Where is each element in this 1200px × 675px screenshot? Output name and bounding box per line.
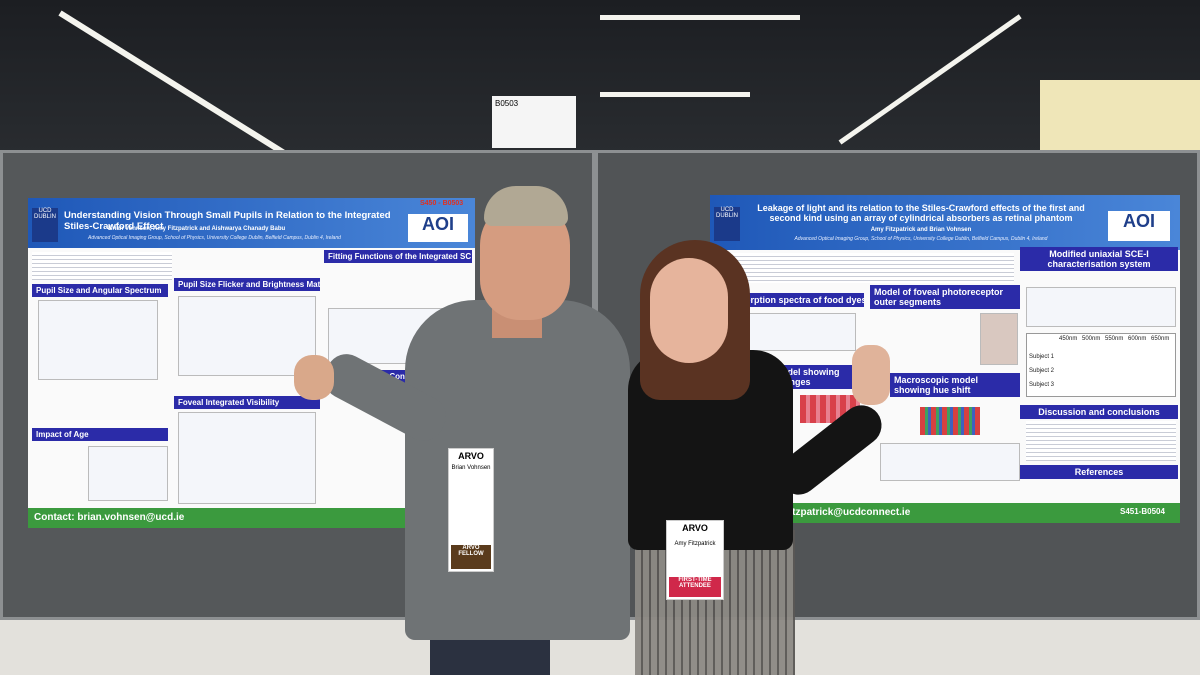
text-block	[32, 252, 172, 280]
badge-ribbon: FIRST-TIME ATTENDEE	[669, 577, 721, 597]
plot-row	[1026, 287, 1176, 327]
badge-ribbon: ARVO FELLOW	[451, 545, 491, 569]
section-header: Foveal Integrated Visibility	[174, 396, 320, 409]
sign-text: B0503	[495, 99, 519, 108]
badge-org: ARVO	[458, 451, 484, 461]
photo-inset	[980, 313, 1018, 365]
badge-name: Amy Fitzpatrick	[674, 541, 716, 547]
group-logo: AOI	[1108, 211, 1170, 241]
title: Leakage of light and its relation to the…	[757, 203, 1085, 223]
logo: UCD DUBLIN	[32, 208, 58, 242]
section-header: References	[1020, 465, 1178, 479]
color-bars	[920, 407, 980, 435]
person-jacket	[405, 300, 630, 640]
section-header: Absorption spectra of food dyes	[724, 293, 864, 307]
plot	[178, 412, 316, 504]
person-hair	[484, 186, 568, 226]
badge-org: ARVO	[682, 523, 708, 533]
table-row-label: Subject 2	[1029, 368, 1055, 374]
board-number: S450 - B0503	[420, 200, 464, 207]
light-strip	[600, 15, 800, 20]
badge-name: Brian Vohnsen	[451, 465, 491, 471]
sign: B0503	[492, 96, 576, 148]
contact-bar: amy.fitzpatrick@ucdconnect.ie	[710, 503, 1180, 523]
authors: Brian Vohnsen, Amy Fitzpatrick and Aishw…	[108, 226, 286, 232]
group-logo: AOI	[408, 214, 468, 242]
person-head	[650, 258, 728, 363]
text-block	[714, 253, 1014, 283]
section-header: Pupil Size and Angular Spectrum	[32, 284, 168, 297]
section-header: Impact of Age	[32, 428, 168, 441]
table-row-label: Subject 3	[1029, 382, 1055, 388]
table-header: 600nm	[1128, 336, 1147, 342]
section-header: Modified uniaxial SCE-I characterisation…	[1020, 247, 1178, 271]
light-strip	[600, 92, 750, 97]
section-header: Model of foveal photoreceptor outer segm…	[870, 285, 1020, 309]
section-header: Fitting Functions of the Integrated SC	[324, 250, 472, 263]
table: 450nm 500nm 550nm 600nm 650nm Subject 1 …	[1026, 333, 1176, 397]
section-header: Macroscopic model showing hue shift	[890, 373, 1020, 397]
table-header: 500nm	[1082, 336, 1101, 342]
authors: Amy Fitzpatrick and Brian Vohnsen	[870, 227, 972, 233]
board-number: S451-B0504	[1120, 507, 1165, 516]
diagram	[38, 300, 158, 380]
poster-header	[28, 198, 475, 248]
person-hand	[852, 345, 890, 405]
poster-header	[710, 195, 1180, 250]
text-block	[1026, 421, 1176, 461]
plot	[88, 446, 168, 501]
table-header: 450nm	[1059, 336, 1078, 342]
logo: UCD DUBLIN	[714, 207, 740, 241]
table-row-label: Subject 1	[1029, 354, 1055, 360]
contact-bar: Contact: brian.vohnsen@ucd.ie	[28, 508, 475, 528]
poster: UCD DUBLIN S450 - B0503 Understanding Vi…	[28, 198, 475, 528]
section-header: Discussion and conclusions	[1020, 405, 1178, 419]
table-header: 650nm	[1151, 336, 1170, 342]
affiliation: Advanced Optical Imaging Group, School o…	[88, 235, 341, 241]
diagram	[178, 296, 316, 376]
plot-row	[880, 443, 1020, 481]
affiliation: Advanced Optical Imaging Group, School o…	[794, 236, 1048, 242]
title: Understanding Vision Through Small Pupil…	[64, 210, 391, 232]
ceiling	[0, 0, 1200, 165]
table-header: 550nm	[1105, 336, 1124, 342]
badge: ARVO Amy Fitzpatrick FIRST-TIME ATTENDEE	[666, 520, 724, 600]
section-header: Pupil Size Flicker and Brightness Match	[174, 278, 320, 291]
badge: ARVO Brian Vohnsen ARVO FELLOW	[448, 448, 494, 572]
person-hand	[294, 355, 334, 400]
